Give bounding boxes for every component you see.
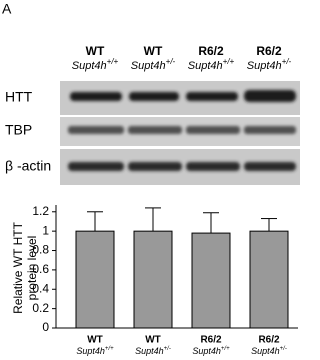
- y-tick-label: 0: [42, 320, 49, 334]
- blot-row-label: β -actin: [5, 158, 51, 174]
- blot-bands: [70, 90, 296, 102]
- category-sublabel: Supt4h+/+: [76, 346, 114, 357]
- blot-bands: [68, 126, 296, 134]
- category-label: WT: [144, 44, 163, 58]
- gene: Supt4h: [192, 346, 221, 356]
- figure: A HTT TBP β -actin Relative WT HTT prote…: [2, 1, 300, 357]
- y-tick-label: 0.8: [32, 243, 49, 257]
- category-sublabel: Supt4h+/+: [188, 57, 235, 72]
- genotype: +/-: [282, 57, 292, 66]
- blot: [60, 81, 300, 185]
- gene: Supt4h: [131, 60, 166, 72]
- y-tick-label: 0.2: [32, 301, 49, 315]
- y-tick-label: 0.6: [32, 262, 49, 276]
- gene: Supt4h: [76, 346, 105, 356]
- category-sublabel: Supt4h+/-: [247, 57, 292, 72]
- category-label: WT: [87, 335, 103, 346]
- category-label: WT: [145, 335, 161, 346]
- bar: [191, 232, 231, 329]
- panel-label: A: [2, 1, 12, 17]
- category-sublabel: Supt4h+/+: [192, 346, 230, 357]
- y-tick-label: 1: [42, 223, 49, 237]
- gene: Supt4h: [135, 346, 164, 356]
- y-axis-label-line: Relative WT HTT: [11, 221, 25, 313]
- genotype: +/+: [105, 346, 114, 352]
- bar: [75, 230, 115, 329]
- bar: [133, 230, 173, 329]
- gene: Supt4h: [247, 60, 282, 72]
- category-label: R6/2: [200, 335, 222, 346]
- gene: Supt4h: [188, 60, 223, 72]
- genotype: +/+: [107, 57, 119, 66]
- blot-bands: [68, 162, 296, 171]
- genotype: +/-: [164, 346, 171, 352]
- bar: [249, 230, 289, 329]
- y-tick-label: 0.4: [32, 281, 49, 295]
- blot-row-label: TBP: [5, 122, 32, 138]
- category-sublabel: Supt4h+/+: [72, 57, 119, 72]
- category-sublabel: Supt4h+/-: [135, 346, 171, 357]
- genotype: +/+: [221, 346, 230, 352]
- category-label: R6/2: [256, 44, 282, 58]
- y-axis-label: Relative WT HTT protein level: [11, 221, 39, 313]
- category-sublabel: Supt4h+/-: [131, 57, 176, 72]
- category-label: WT: [86, 44, 105, 58]
- blot-row-label: HTT: [5, 89, 33, 105]
- category-label: R6/2: [198, 44, 224, 58]
- gene: Supt4h: [72, 60, 107, 72]
- genotype: +/-: [166, 57, 176, 66]
- category-sublabel: Supt4h+/-: [251, 346, 287, 357]
- gene: Supt4h: [251, 346, 280, 356]
- genotype: +/+: [223, 57, 235, 66]
- y-axis-label-line: protein level: [25, 236, 39, 301]
- genotype: +/-: [280, 346, 287, 352]
- y-tick-label: 1.2: [32, 204, 49, 218]
- category-label: R6/2: [258, 335, 280, 346]
